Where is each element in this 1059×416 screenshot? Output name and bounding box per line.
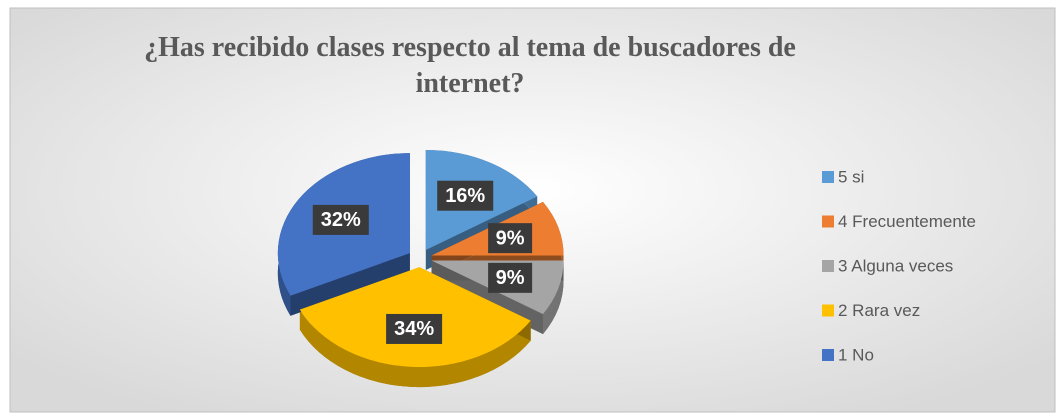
slice-edge (290, 253, 410, 316)
data-label: 9% (496, 227, 525, 249)
data-label-bg (386, 313, 443, 344)
legend-swatch (822, 171, 834, 183)
data-label: 32% (321, 209, 361, 231)
slice-side (299, 309, 531, 388)
data-label-bg (437, 180, 494, 211)
legend-swatch (822, 304, 834, 317)
data-label-bg (488, 262, 533, 293)
slice-side (542, 260, 564, 335)
legend-swatch (822, 260, 834, 272)
data-label-bg (488, 223, 533, 254)
legend-swatch (822, 215, 834, 228)
data-label: 9% (496, 267, 525, 289)
legend-label: 3 Alguna veces (838, 256, 953, 275)
data-label: 34% (394, 318, 434, 340)
legend-label: 4 Frecuentemente (838, 212, 976, 231)
legend-label: 5 si (838, 167, 864, 186)
legend-label: 1 No (838, 345, 874, 364)
data-label: 16% (445, 185, 485, 207)
data-label-bg (312, 204, 369, 235)
chart-title: ¿Has recibido clases respecto al tema de… (144, 32, 796, 99)
legend-swatch (822, 349, 834, 361)
legend-label: 2 Rara vez (838, 301, 920, 320)
